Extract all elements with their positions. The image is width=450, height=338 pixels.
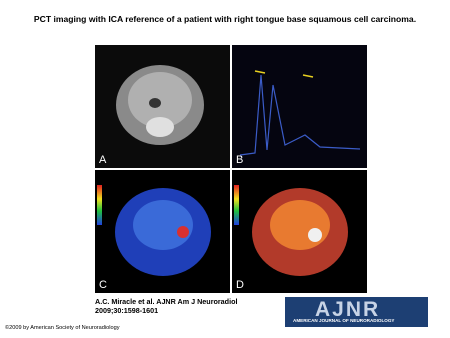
ct-spine bbox=[146, 117, 174, 137]
panel-label: A bbox=[99, 154, 107, 166]
panel-label: C bbox=[99, 279, 107, 291]
panel-label: B bbox=[236, 154, 243, 166]
curve bbox=[239, 74, 361, 156]
color-bar bbox=[97, 185, 102, 225]
citation: A.C. Miracle et al. AJNR Am J Neuroradio… bbox=[95, 297, 238, 315]
lesion bbox=[308, 228, 322, 242]
copyright: ©2009 by American Society of Neuroradiol… bbox=[5, 325, 120, 331]
slide-title: PCT imaging with ICA reference of a pati… bbox=[33, 14, 417, 24]
ct-tissue bbox=[128, 72, 192, 128]
perfusion-core bbox=[133, 200, 193, 250]
color-bar bbox=[234, 185, 239, 225]
logo-text: AJNR bbox=[315, 298, 381, 321]
arrows bbox=[254, 70, 314, 78]
perfusion-core bbox=[270, 200, 330, 250]
logo-subtitle: AMERICAN JOURNAL OF NEURORADIOLOGY bbox=[293, 318, 395, 323]
lesion bbox=[177, 226, 189, 238]
panel-label: D bbox=[236, 279, 244, 291]
panel-b bbox=[232, 45, 367, 168]
figure: A B C D bbox=[95, 45, 367, 293]
journal-logo: AJNR AMERICAN JOURNAL OF NEURORADIOLOGY bbox=[285, 297, 428, 327]
ct-airway bbox=[149, 98, 161, 108]
